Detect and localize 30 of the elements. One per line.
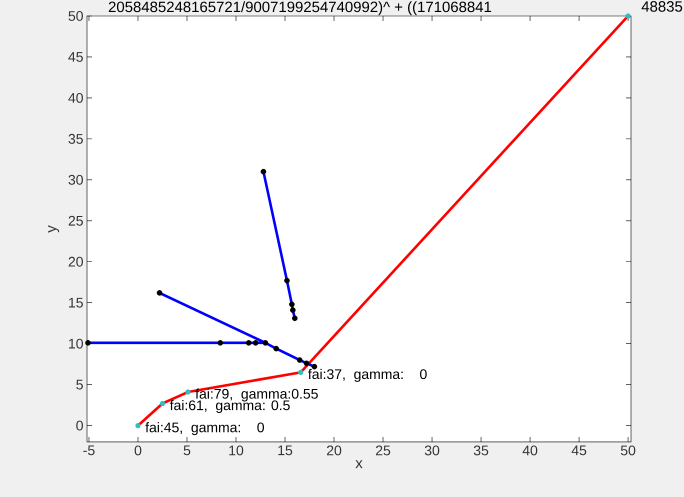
y-tick-label: 45: [68, 52, 83, 62]
x-tick-label: -5: [83, 446, 95, 456]
x-tick-label: 5: [184, 446, 190, 456]
y-tick-label: 30: [68, 174, 83, 185]
annotation: fai:37, gamma: 0: [308, 368, 427, 382]
x-axis-title: x: [355, 460, 363, 468]
y-tick-label: 25: [68, 216, 83, 226]
text: 48835: [642, 1, 682, 12]
x-tick-label: 15: [278, 446, 292, 456]
y-tick-label: 20: [68, 256, 83, 267]
y-tick-label: 5: [76, 380, 83, 390]
x-tick-label: 35: [474, 445, 488, 456]
x-tick-label: 20: [326, 445, 342, 456]
chart-title: 2058485248165721/9007199254740992)^ + ((171068841: [108, 1, 492, 16]
y-tick-label: 40: [68, 92, 83, 103]
y-tick-label: 50: [68, 11, 83, 21]
y-tick-label: 15: [69, 298, 83, 308]
x-tick-label: 50: [620, 445, 636, 456]
y-tick-label: 10: [69, 338, 83, 349]
x-tick-label: 45: [572, 446, 586, 456]
annotation: fai:79, gamma:0.55: [195, 388, 318, 402]
x-tick-label: 25: [376, 445, 390, 456]
y-axis-title: y: [48, 225, 60, 233]
x-tick-label: 0: [134, 445, 142, 456]
y-tick-label: 35: [68, 134, 83, 144]
x-tick-label: 10: [229, 445, 244, 456]
x-tick-label: 40: [522, 445, 538, 456]
y-tick-label: 0: [76, 420, 83, 431]
x-tick-label: 30: [424, 445, 440, 456]
annotation: fai:45, gamma: 0: [145, 422, 264, 436]
